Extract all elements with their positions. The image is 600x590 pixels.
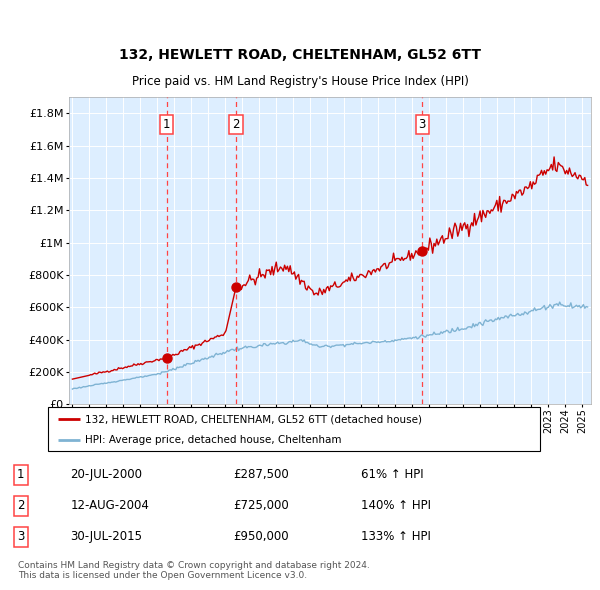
Text: 20-JUL-2000: 20-JUL-2000 [70, 468, 142, 481]
Text: 2: 2 [232, 119, 240, 132]
Text: 12-AUG-2004: 12-AUG-2004 [70, 499, 149, 513]
Text: 30-JUL-2015: 30-JUL-2015 [70, 530, 142, 543]
Text: 1: 1 [17, 468, 25, 481]
Text: 1: 1 [163, 119, 170, 132]
Text: 3: 3 [419, 119, 426, 132]
Text: 140% ↑ HPI: 140% ↑ HPI [361, 499, 431, 513]
Text: £950,000: £950,000 [233, 530, 289, 543]
Text: £287,500: £287,500 [233, 468, 289, 481]
Text: 133% ↑ HPI: 133% ↑ HPI [361, 530, 431, 543]
Text: 61% ↑ HPI: 61% ↑ HPI [361, 468, 424, 481]
Text: HPI: Average price, detached house, Cheltenham: HPI: Average price, detached house, Chel… [85, 435, 341, 445]
Text: 132, HEWLETT ROAD, CHELTENHAM, GL52 6TT: 132, HEWLETT ROAD, CHELTENHAM, GL52 6TT [119, 48, 481, 61]
Text: Price paid vs. HM Land Registry's House Price Index (HPI): Price paid vs. HM Land Registry's House … [131, 74, 469, 88]
Text: 132, HEWLETT ROAD, CHELTENHAM, GL52 6TT (detached house): 132, HEWLETT ROAD, CHELTENHAM, GL52 6TT … [85, 415, 422, 424]
Text: Contains HM Land Registry data © Crown copyright and database right 2024.
This d: Contains HM Land Registry data © Crown c… [18, 560, 370, 580]
Text: 3: 3 [17, 530, 25, 543]
Text: 2: 2 [17, 499, 25, 513]
FancyBboxPatch shape [48, 407, 540, 451]
Text: £725,000: £725,000 [233, 499, 289, 513]
